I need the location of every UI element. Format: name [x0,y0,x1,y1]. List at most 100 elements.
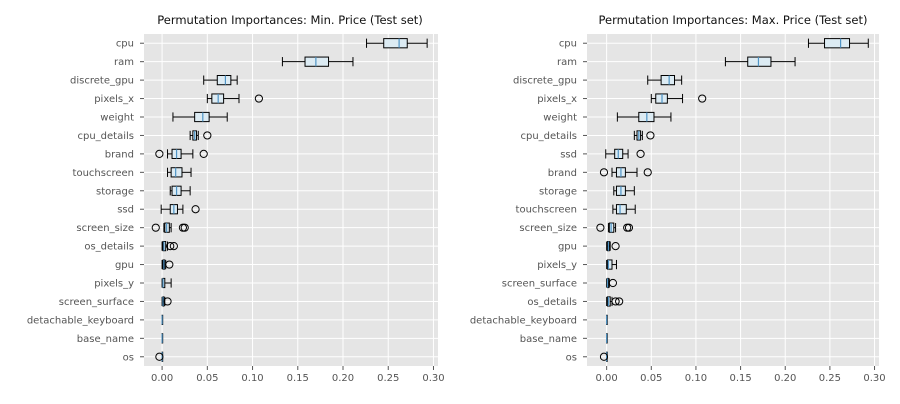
box-base-name: base_name [520,333,608,345]
y-tick-label: base_name [520,334,577,345]
box-pixels-y: pixels_y [94,277,172,290]
outlier-point [254,94,263,103]
y-tick-label: pixels_y [94,279,134,290]
y-tick-label: screen_size [76,223,134,234]
box-gpu: gpu [115,259,174,271]
outlier-point [180,223,189,232]
outlier-point [615,297,624,306]
box-iqr [607,259,613,270]
outlier-point [599,352,609,361]
box-storage: storage [96,185,191,197]
box-cpu: cpu [116,38,428,50]
outlier-point [191,205,200,214]
x-tick-label: 0.00 [151,373,173,384]
box-iqr [615,204,627,215]
box-weight: weight [100,111,228,124]
box-ssd: ssd [560,148,645,160]
box-ssd: ssd [117,204,200,216]
y-tick-label: os [566,352,577,363]
box-ram: ram [114,56,354,68]
x-tick-label: 0.30 [863,373,885,384]
outlier-point [203,131,212,140]
outlier-point [596,223,605,232]
box-touchscreen: touchscreen [73,167,192,179]
plot-area [144,34,438,366]
outlier-point [624,223,634,232]
outlier-point [608,278,617,288]
outlier-point [599,168,609,177]
y-tick-label: ssd [560,149,577,160]
box-gpu: gpu [558,241,620,253]
x-tick-label: 0.25 [819,373,841,384]
y-tick-label: discrete_gpu [70,76,134,87]
box-discrete-gpu: discrete_gpu [513,75,683,87]
y-tick-label: cpu [559,39,577,50]
outlier-point [166,242,175,251]
outlier-point [163,297,172,306]
box-touchscreen: touchscreen [516,204,636,216]
box-ram: ram [557,56,796,68]
y-tick-label: storage [96,186,134,197]
outlier-point [169,242,178,251]
box-cpu: cpu [559,38,869,50]
y-tick-label: gpu [115,260,134,271]
x-tick-label: 0.30 [422,373,444,384]
box-detachable-keyboard: detachable_keyboard [470,314,608,326]
y-tick-label: ram [114,57,134,68]
chart-title: Permutation Importances: Min. Price (Tes… [157,13,423,27]
box-os-details: os_details [84,241,178,253]
box-screen-surface: screen_surface [59,296,172,308]
box-iqr [747,56,772,67]
box-iqr [824,38,851,49]
x-tick-label: 0.05 [640,373,662,384]
x-tick-label: 0.05 [196,373,218,384]
box-detachable-keyboard: detachable_keyboard [27,314,164,326]
box-os: os [566,351,609,363]
plot-area [587,34,879,366]
outlier-point [643,168,652,177]
box-pixels-x: pixels_x [537,93,707,105]
box-screen-size: screen_size [76,222,189,234]
y-tick-label: touchscreen [73,168,134,179]
box-iqr [660,75,676,86]
box-iqr [304,56,330,67]
box-discrete-gpu: discrete_gpu [70,75,238,87]
box-iqr [194,111,210,123]
outlier-point [151,223,160,232]
y-tick-label: base_name [77,334,134,345]
box-iqr [216,75,232,86]
box-iqr [383,38,408,49]
chart-min-price: 0.00 0.05 0.10 0.15 0.20 0.25 0.30 cpu ram discre… [27,13,445,384]
y-tick-label: cpu_details [78,131,135,142]
y-tick-label: pixels_x [94,94,134,105]
outlier-point [698,94,707,103]
y-tick-label: detachable_keyboard [470,315,577,326]
y-tick-label: storage [539,186,577,197]
y-tick-label: brand [548,168,577,179]
outlier-point [199,149,208,158]
x-tick-label: 0.15 [729,373,751,384]
outlier-point [155,149,164,158]
x-tick-label: 0.10 [685,373,707,384]
box-os: os [123,351,164,363]
y-tick-label: detachable_keyboard [27,315,134,326]
y-tick-label: os [123,352,134,363]
y-tick-label: ssd [117,205,134,216]
y-tick-label: screen_surface [59,297,134,308]
y-tick-label: brand [105,149,134,160]
x-tick-label: 0.00 [596,373,618,384]
box-brand: brand [105,148,208,160]
x-tick-label: 0.15 [287,373,309,384]
box-weight: weight [543,111,672,124]
outlier-point [646,131,655,140]
y-tick-label: gpu [558,242,577,253]
box-storage: storage [539,185,635,197]
outlier-point [165,260,174,269]
box-cpu-details: cpu_details [521,130,655,142]
y-tick-label: pixels_x [537,94,577,105]
box-pixels-y: pixels_y [537,259,617,271]
outlier-point [636,149,645,158]
outlier-point [611,297,620,306]
outlier-point [155,352,164,361]
